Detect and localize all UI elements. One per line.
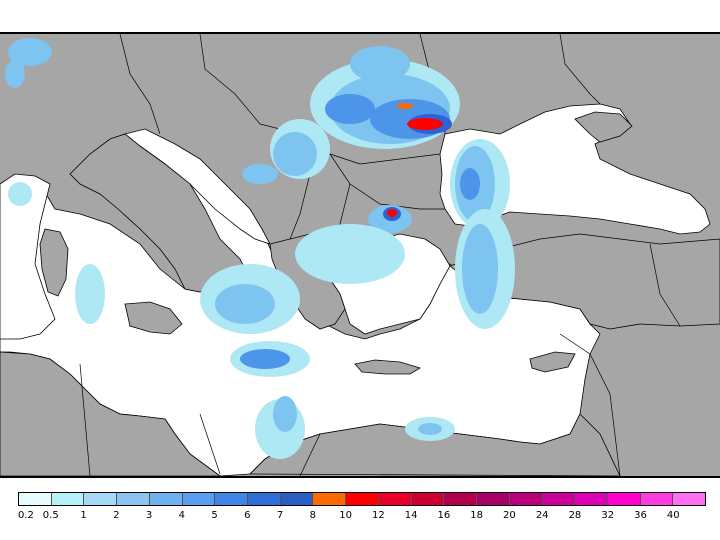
precip-area: [407, 118, 443, 130]
precip-area: [75, 264, 105, 324]
legend-swatch: [19, 493, 52, 505]
precip-area: [418, 423, 442, 435]
legend-tick-label: 12: [372, 510, 385, 521]
legend-tick-label: 16: [437, 510, 451, 521]
precip-area: [8, 38, 52, 66]
precip-area: [462, 224, 498, 314]
western-sea: [0, 173, 56, 340]
legend-tick-label: 36: [634, 510, 647, 521]
precip-area: [350, 46, 410, 82]
legend-swatch: [509, 493, 543, 505]
precipitation-field: [5, 38, 515, 459]
legend-tick-label: 18: [470, 510, 484, 521]
legend-swatch: [411, 493, 445, 505]
legend-swatch: [182, 493, 216, 505]
precip-area: [325, 94, 375, 124]
legend-swatch: [542, 493, 576, 505]
precip-area: [240, 349, 290, 369]
legend-swatch: [444, 493, 478, 505]
precip-area: [387, 209, 397, 217]
legend-swatch: [149, 493, 183, 505]
legend-tick-label: 7: [276, 510, 284, 521]
legend-tick-label: 3: [145, 510, 153, 521]
legend-swatch: [248, 493, 281, 505]
legend-swatch: [117, 493, 150, 505]
precip-area: [242, 164, 278, 184]
legend-swatch: [378, 493, 412, 505]
precip-area: [460, 168, 480, 200]
legend-swatch: [313, 493, 347, 505]
legend-tick-label: 2: [113, 510, 120, 521]
legend-tick-label: 1: [80, 510, 87, 521]
legend-swatch: [346, 493, 379, 505]
legend-swatch: [607, 493, 641, 505]
legend-tick-label: 28: [568, 510, 582, 521]
cyprus: [529, 351, 576, 373]
legend-color-bar: [18, 492, 706, 506]
legend-swatch: [477, 493, 510, 505]
legend-tick-label: 0.2: [18, 510, 34, 521]
precip-area: [215, 284, 275, 324]
legend-swatch: [51, 493, 85, 505]
precip-area: [397, 103, 413, 109]
legend-tick-label: 8: [309, 510, 317, 521]
legend-tick-label: 0.5: [42, 510, 59, 521]
precip-area: [295, 224, 405, 284]
italy-peninsula: [69, 133, 251, 293]
legend-tick-label: 14: [404, 510, 418, 521]
map-canvas: [0, 34, 720, 476]
crete: [354, 359, 421, 375]
sicily: [124, 301, 183, 335]
legend-tick-label: 24: [535, 510, 549, 521]
legend-swatch: [280, 493, 314, 505]
legend-tick-label: 4: [178, 510, 185, 521]
legend-tick-label: 5: [211, 510, 218, 521]
precip-area: [5, 60, 25, 88]
legend-tick-label: 10: [339, 510, 352, 521]
legend-tick-label: 40: [666, 510, 680, 521]
precip-area: [273, 132, 317, 176]
legend-tick-label: 32: [601, 510, 615, 521]
legend-labels: 0.2 0.5 1 2 3 4 5 6 7 8 10 12 14 16 18 20 24 28 32 36 40: [18, 510, 706, 524]
color-legend: 0.2 0.5 1 2 3 4 5 6 7 8 10 12 14 16 18 20 24 28 32 36 40: [18, 492, 706, 532]
precip-area: [273, 396, 297, 432]
legend-swatch: [673, 493, 706, 505]
legend-tick-label: 20: [503, 510, 516, 521]
legend-swatch: [575, 493, 608, 505]
sardinia: [39, 228, 69, 297]
libya-egypt-coast: [249, 413, 621, 476]
north-africa: [0, 351, 221, 476]
crimea-peninsula: [574, 111, 633, 143]
legend-swatch: [215, 493, 249, 505]
legend-swatch: [84, 493, 118, 505]
legend-tick-label: 6: [244, 510, 251, 521]
legend-swatch: [640, 493, 674, 505]
precip-area: [8, 182, 32, 206]
precipitation-map: [0, 32, 720, 478]
